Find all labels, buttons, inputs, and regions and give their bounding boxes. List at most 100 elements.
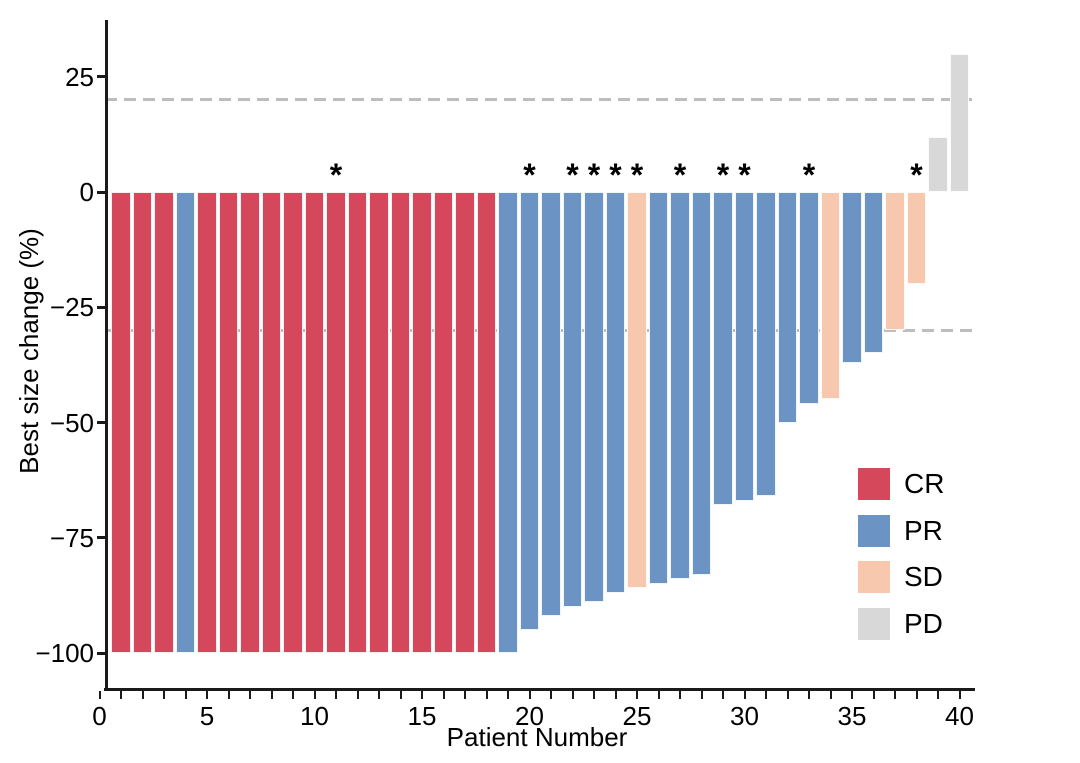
x-tick-7 — [249, 691, 251, 699]
x-tick-0 — [98, 691, 101, 699]
x-tick-30 — [743, 691, 746, 699]
x-tick-24 — [614, 691, 617, 699]
legend-swatch-PR — [858, 514, 890, 547]
bar-patient-40 — [949, 53, 970, 192]
x-tick-3 — [163, 691, 165, 699]
x-tick-10 — [313, 691, 316, 699]
bar-patient-39 — [928, 136, 948, 192]
y-tick--100 — [97, 651, 105, 655]
x-tick-label-5: 5 — [199, 701, 215, 731]
x-tick-label-40: 40 — [945, 701, 974, 731]
bar-patient-38 — [906, 192, 927, 285]
x-tick-16 — [442, 691, 445, 699]
significance-star-patient-11: * — [329, 157, 343, 193]
bar-patient-16 — [433, 192, 454, 653]
x-tick-label-25: 25 — [622, 701, 652, 731]
x-tick-20 — [528, 691, 531, 699]
bar-patient-19 — [498, 192, 518, 653]
significance-star-patient-22: * — [566, 157, 579, 193]
y-axis-label: Best size change (%) — [14, 228, 44, 474]
significance-star-patient-20: * — [523, 157, 536, 193]
bar-patient-33 — [799, 192, 819, 405]
threshold-line-20 — [105, 98, 975, 102]
x-tick-36 — [872, 691, 875, 699]
x-tick-6 — [227, 691, 230, 699]
x-tick-label-10: 10 — [300, 701, 329, 731]
bar-patient-5 — [197, 192, 217, 653]
legend-swatch-SD — [858, 561, 890, 593]
x-tick-2 — [141, 691, 144, 699]
y-tick-label-25: 25 — [65, 61, 94, 92]
bar-patient-11 — [326, 192, 346, 653]
y-tick-label--50: −50 — [49, 407, 94, 438]
x-tick-21 — [550, 691, 552, 699]
significance-star-patient-25: * — [630, 157, 644, 193]
x-tick-5 — [206, 691, 208, 699]
bar-patient-31 — [756, 192, 776, 497]
y-axis-line — [105, 20, 108, 691]
bar-patient-2 — [132, 192, 153, 653]
significance-star-patient-23: * — [587, 157, 601, 193]
bar-patient-22 — [562, 192, 583, 607]
significance-star-patient-24: * — [609, 157, 622, 193]
bar-patient-27 — [670, 192, 690, 580]
x-tick-34 — [829, 691, 832, 699]
bar-patient-26 — [648, 192, 669, 584]
bar-patient-7 — [240, 192, 260, 653]
x-tick-37 — [894, 691, 896, 699]
bar-patient-36 — [863, 192, 884, 354]
significance-star-patient-27: * — [673, 157, 687, 193]
x-tick-22 — [571, 691, 574, 699]
legend-label-PD: PD — [904, 607, 943, 639]
x-tick-17 — [464, 691, 466, 699]
bar-patient-24 — [605, 192, 626, 594]
x-tick-label-20: 20 — [515, 701, 544, 731]
y-tick--25 — [97, 305, 105, 309]
x-tick-27 — [679, 691, 681, 699]
legend-swatch-PD — [858, 607, 890, 640]
x-axis-line — [104, 688, 975, 691]
bar-patient-12 — [347, 192, 368, 653]
x-tick-38 — [915, 691, 918, 699]
threshold-line--30 — [105, 328, 975, 332]
x-tick-1 — [120, 691, 122, 699]
x-tick-40 — [958, 691, 961, 699]
y-tick-label--25: −25 — [49, 292, 94, 323]
significance-star-patient-30: * — [738, 157, 751, 193]
y-tick-25 — [97, 75, 105, 79]
x-tick-8 — [270, 691, 273, 699]
bar-patient-32 — [777, 192, 798, 423]
bar-patient-25 — [627, 192, 647, 589]
x-tick-39 — [937, 691, 939, 699]
y-tick-label--100: −100 — [35, 638, 94, 668]
x-tick-18 — [485, 691, 488, 699]
bar-patient-8 — [261, 192, 282, 653]
bar-patient-21 — [541, 192, 561, 617]
x-tick-13 — [378, 691, 380, 699]
x-tick-9 — [292, 691, 294, 699]
bar-patient-17 — [455, 192, 475, 653]
x-axis-label: Patient Number — [446, 722, 628, 752]
x-tick-label-0: 0 — [92, 701, 107, 731]
bar-patient-3 — [154, 192, 174, 653]
legend-label-PR: PR — [904, 514, 943, 546]
bar-patient-34 — [820, 192, 841, 400]
bar-patient-35 — [842, 192, 862, 363]
x-tick-26 — [657, 691, 660, 699]
x-tick-19 — [507, 691, 509, 699]
bar-patient-18 — [476, 192, 497, 653]
x-tick-4 — [184, 691, 187, 699]
bar-patient-6 — [218, 192, 239, 653]
bar-patient-28 — [691, 192, 712, 575]
bar-patient-29 — [713, 192, 733, 506]
x-tick-23 — [593, 691, 595, 699]
x-tick-label-35: 35 — [837, 701, 867, 731]
x-tick-14 — [399, 691, 402, 699]
y-tick-0 — [97, 190, 105, 194]
bar-patient-9 — [283, 192, 303, 653]
y-tick-label-0: 0 — [79, 177, 94, 207]
bar-patient-10 — [304, 192, 325, 653]
bar-patient-23 — [584, 192, 604, 603]
bar-patient-37 — [885, 192, 905, 331]
